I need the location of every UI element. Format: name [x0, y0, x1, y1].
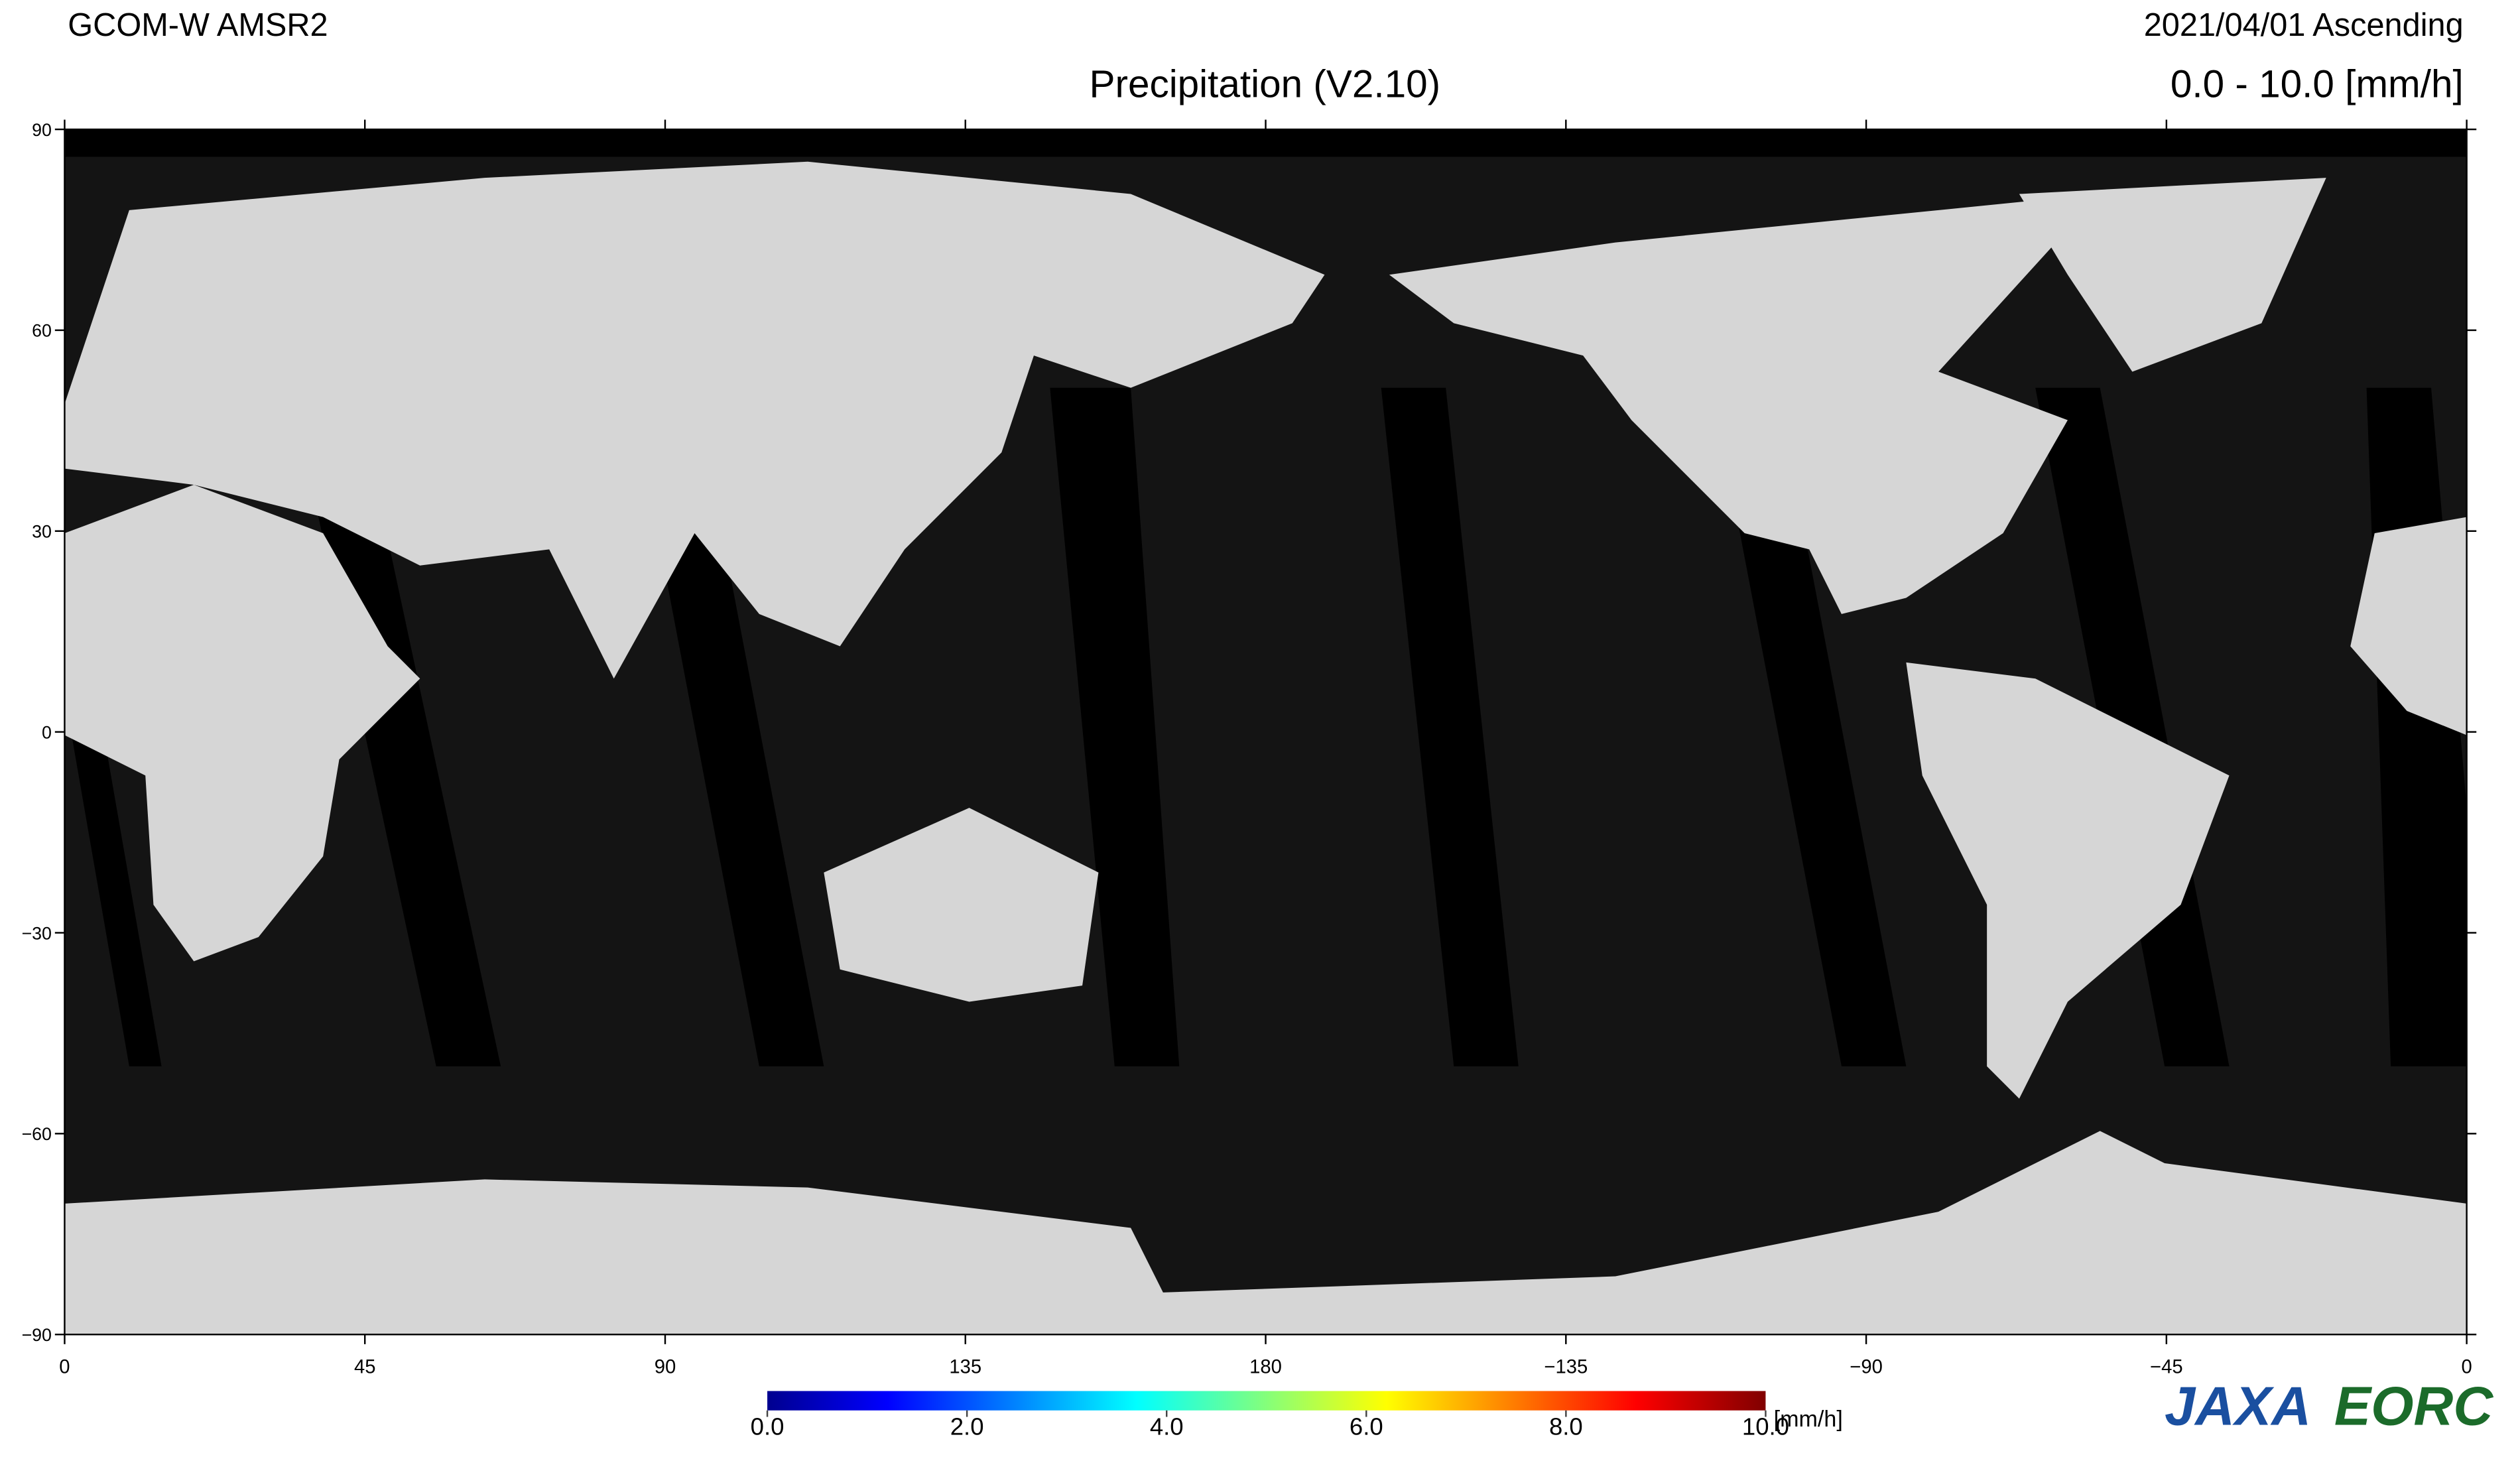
- logo-center: EORC: [2334, 1375, 2493, 1437]
- colorbar-tick-label: 6.0: [1350, 1413, 1383, 1440]
- map-area: [64, 128, 2468, 1336]
- satellite-label: GCOM-W AMSR2: [68, 7, 328, 43]
- x-tick-label: 0: [2461, 1357, 2472, 1378]
- colorbar-tick-label: 10.0: [1742, 1413, 1789, 1440]
- y-tick-label: 0: [42, 722, 52, 742]
- y-tick-label: 90: [32, 120, 52, 140]
- colorbar-tick-label: 2.0: [950, 1413, 984, 1440]
- colorbar-tick-label: 8.0: [1549, 1413, 1583, 1440]
- logo[interactable]: JAXA EORC: [2165, 1375, 2493, 1437]
- land: [64, 161, 2467, 1335]
- date-label: 2021/04/01 Ascending: [2144, 7, 2464, 43]
- y-tick-label: 60: [32, 321, 52, 341]
- x-tick-label: −90: [1850, 1357, 1883, 1378]
- x-tick-label: 135: [949, 1357, 981, 1378]
- x-tick-label: −45: [2150, 1357, 2183, 1378]
- colorbar-tick-label: 0.0: [751, 1413, 785, 1440]
- range-label: 0.0 - 10.0 [mm/h]: [2171, 62, 2464, 105]
- y-tick-label: −60: [22, 1124, 52, 1144]
- y-tick-label: −30: [22, 923, 52, 943]
- x-tick-label: 90: [655, 1357, 676, 1378]
- x-tick-label: 0: [59, 1357, 70, 1378]
- x-tick-label: −135: [1544, 1357, 1588, 1378]
- map-title: Precipitation (V2.10): [1090, 62, 1441, 105]
- colorbar-unit: [mm/h]: [1774, 1407, 1843, 1432]
- x-tick-label: 180: [1249, 1357, 1282, 1378]
- logo-agency: JAXA: [2165, 1375, 2311, 1437]
- colorbar: [767, 1391, 1766, 1411]
- colorbar-tick-label: 4.0: [1150, 1413, 1184, 1440]
- y-tick-label: 30: [32, 522, 52, 542]
- polar-gap: [64, 129, 2467, 157]
- y-tick-label: −90: [22, 1325, 52, 1345]
- x-tick-label: 45: [354, 1357, 376, 1378]
